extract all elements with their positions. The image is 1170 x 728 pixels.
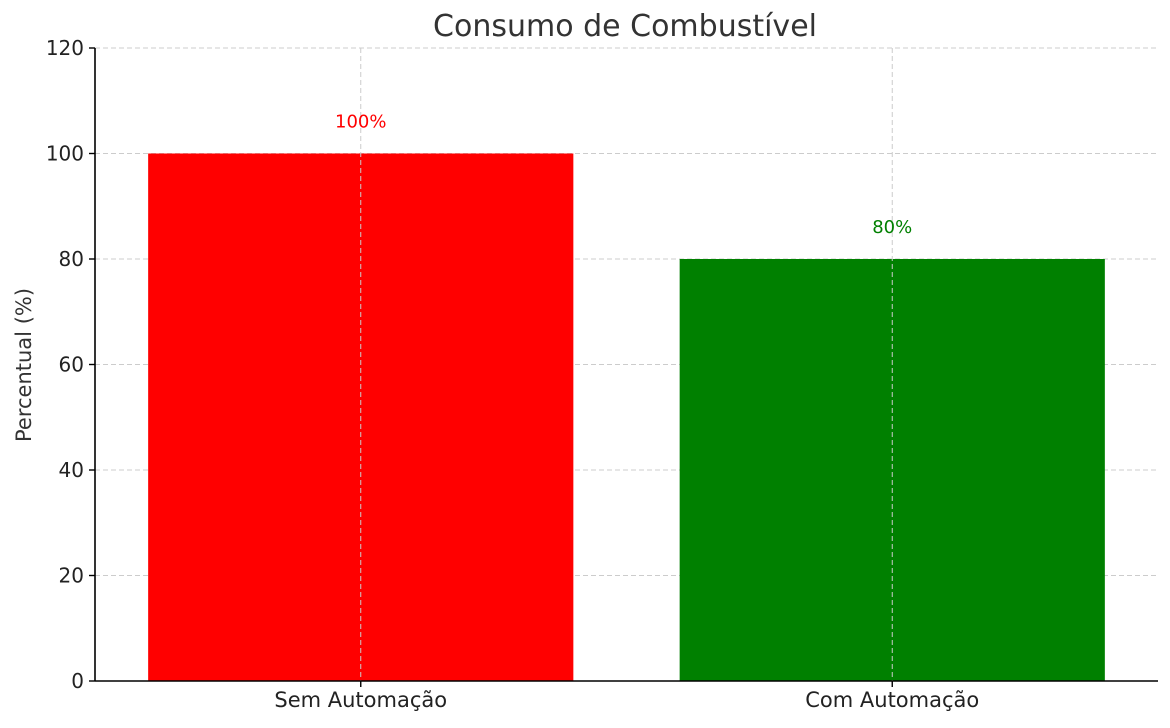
tick-labels: 0 20 40 60 80 100 120 Sem Automação Com Automaçã…	[46, 36, 979, 712]
x-tick-label: Sem Automação	[274, 688, 447, 712]
y-tick-label: 20	[59, 564, 84, 588]
y-tick-label: 0	[71, 669, 84, 693]
data-label: 100%	[335, 112, 386, 133]
bars	[148, 153, 1105, 681]
x-tick-label: Com Automação	[805, 688, 979, 712]
data-label: 80%	[872, 217, 912, 238]
y-axis-label: Percentual (%)	[12, 288, 36, 442]
y-tick-label: 100	[46, 142, 84, 166]
y-tick-label: 40	[59, 458, 84, 482]
data-labels: 100% 80%	[335, 112, 912, 239]
y-tick-label: 60	[59, 353, 84, 377]
vertical-grid-lines	[360, 48, 893, 681]
chart-title: Consumo de Combustível	[433, 9, 817, 44]
y-tick-label: 120	[46, 36, 84, 60]
y-tick-label: 80	[59, 247, 84, 271]
